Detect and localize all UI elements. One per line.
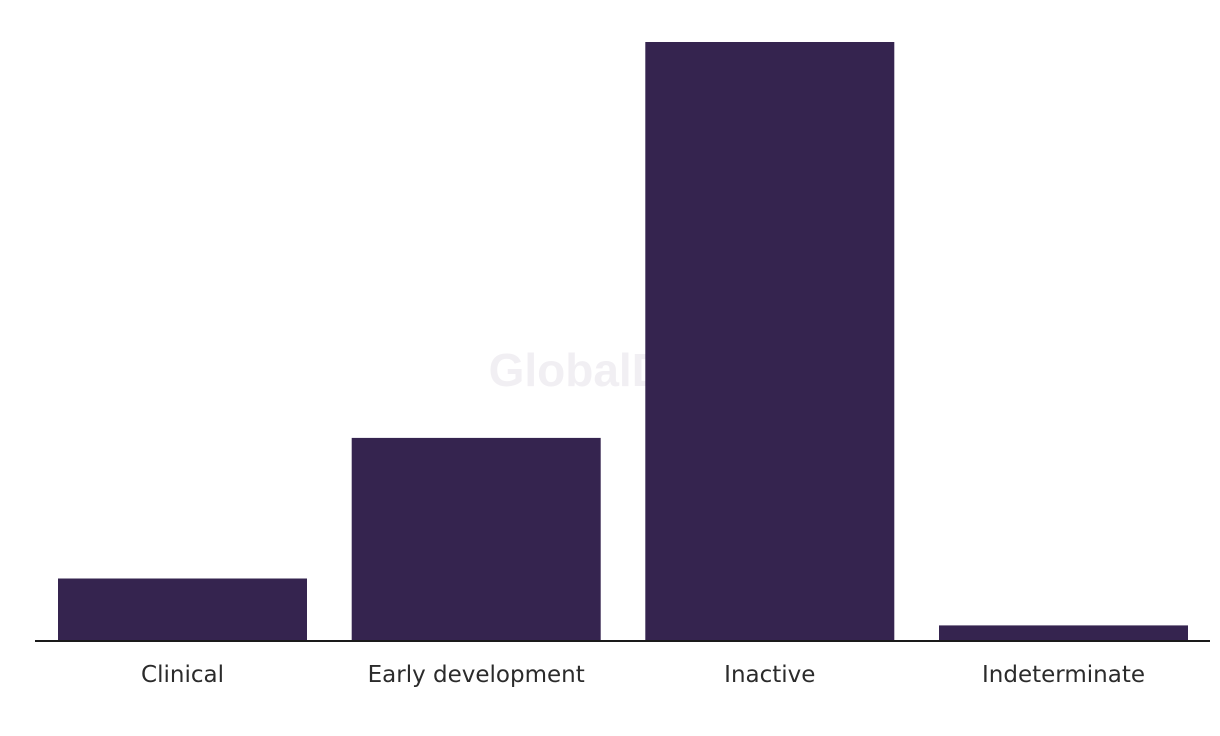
- x-tick-label: Early development: [368, 662, 585, 688]
- bar-inactive: [645, 42, 895, 641]
- bar-clinical: [58, 578, 307, 641]
- bars-group: [58, 42, 1188, 641]
- x-tick-label: Clinical: [141, 662, 224, 688]
- x-tick-labels: Clinical Early development Inactive Indeter…: [141, 662, 1145, 688]
- bar-early-development: [351, 437, 601, 641]
- x-tick-label: Inactive: [724, 662, 815, 688]
- bar-indeterminate: [939, 625, 1188, 641]
- x-tick-label: Indeterminate: [982, 662, 1145, 688]
